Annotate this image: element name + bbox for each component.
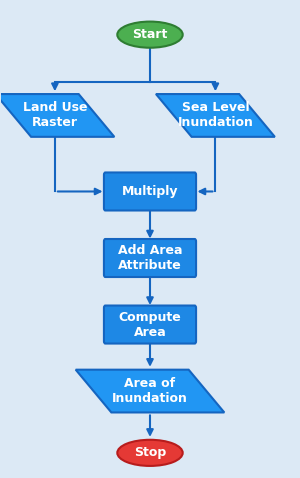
Text: Land Use
Raster: Land Use Raster [22,101,87,130]
Text: Stop: Stop [134,446,166,459]
Text: Multiply: Multiply [122,185,178,198]
Text: Area of
Inundation: Area of Inundation [112,377,188,405]
Text: Start: Start [132,28,168,41]
Ellipse shape [117,440,183,466]
FancyBboxPatch shape [104,305,196,344]
FancyBboxPatch shape [104,173,196,210]
Polygon shape [156,94,275,137]
Ellipse shape [117,22,183,48]
FancyBboxPatch shape [104,239,196,277]
Text: Sea Level
Inundation: Sea Level Inundation [178,101,253,130]
Text: Add Area
Attribute: Add Area Attribute [118,244,182,272]
Polygon shape [0,94,114,137]
Text: Compute
Area: Compute Area [118,311,182,338]
Polygon shape [76,369,224,413]
